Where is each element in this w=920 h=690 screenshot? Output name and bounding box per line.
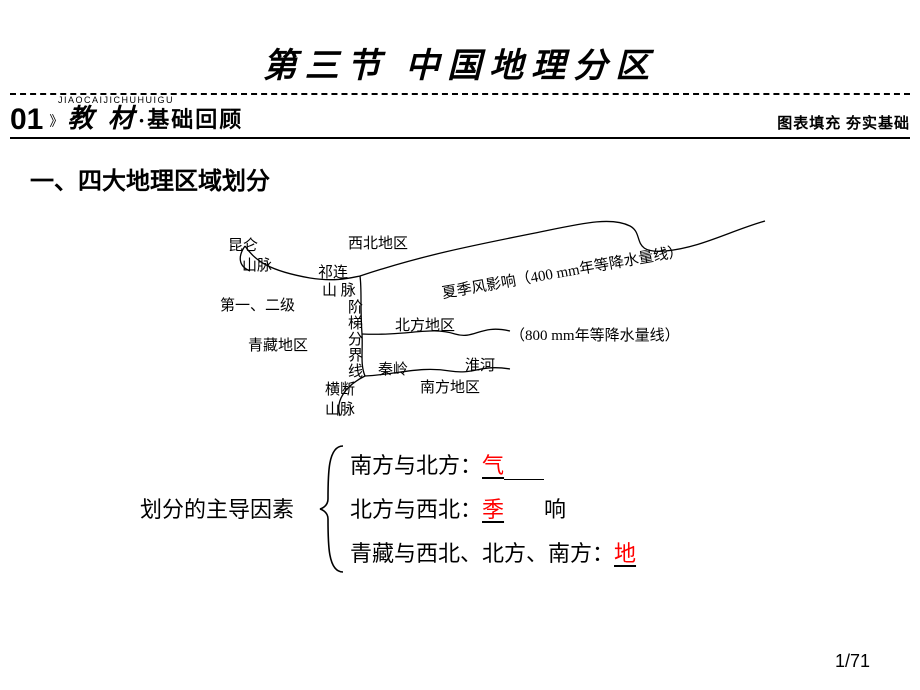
region-diagram: 昆仑 山脉 西北地区 祁连 山 脉 夏季风影响（400 mm年等降水量线） 第一… <box>110 206 810 426</box>
factor-row-3: 青藏与西北、北方、南方：地 <box>350 536 636 568</box>
label-nanfang: 南方地区 <box>420 376 480 397</box>
factor-row-1: 南方与北方：气 <box>350 448 544 480</box>
section-bar: JIAOCAIJICHUHUIGU 01 》 教 材 · 基础回顾 图表填充 夯… <box>10 97 910 137</box>
label-800mm: （800 mm年等降水量线） <box>510 324 680 345</box>
thick-separator <box>10 137 910 139</box>
label-qinling: 秦岭 <box>378 358 408 379</box>
label-xibei: 西北地区 <box>348 232 408 253</box>
factor-2-tail: 响 <box>544 497 566 522</box>
label-kunlun1: 昆仑 <box>228 234 258 255</box>
dot-sep: · <box>138 108 147 134</box>
section-number: 01 <box>10 103 43 137</box>
brace-icon <box>318 444 348 574</box>
factor-3-prefix: 青藏与西北、北方、南方： <box>350 541 614 566</box>
factor-2-prefix: 北方与西北： <box>350 497 482 522</box>
page-title: 第三节 中国地理分区 <box>0 0 920 87</box>
heading-1: 一、四大地理区域划分 <box>30 161 920 196</box>
factor-row-2: 北方与西北：季 响 <box>350 492 566 524</box>
label-beifang: 北方地区 <box>395 314 455 335</box>
label-hengduan1: 横断 <box>325 378 355 399</box>
factor-3-answer: 地 <box>614 541 636 566</box>
right-note: 图表填充 夯实基础 <box>777 112 910 133</box>
factor-1-answer: 气 <box>482 453 504 478</box>
factor-2-answer: 季 <box>482 497 504 522</box>
factor-1-blank <box>504 458 544 480</box>
factors-label: 划分的主导因素 <box>140 492 294 524</box>
page-number: 1/71 <box>835 651 870 672</box>
jichu-label: 基础回顾 <box>147 102 243 134</box>
label-qingzang: 青藏地区 <box>248 334 308 355</box>
factor-1-prefix: 南方与北方： <box>350 453 482 478</box>
label-huaihe: 淮河 <box>465 354 495 375</box>
factors-block: 划分的主导因素 南方与北方：气 北方与西北：季 响 青藏与西北、北方、南方：地 <box>140 444 780 574</box>
label-jieti1: 第一、二级 <box>220 294 295 315</box>
chevron-icon: 》 <box>49 111 63 131</box>
label-hengduan2: 山脉 <box>325 398 355 419</box>
pinyin-label: JIAOCAIJICHUHUIGU <box>58 95 174 105</box>
label-kunlun2: 山脉 <box>242 254 272 275</box>
